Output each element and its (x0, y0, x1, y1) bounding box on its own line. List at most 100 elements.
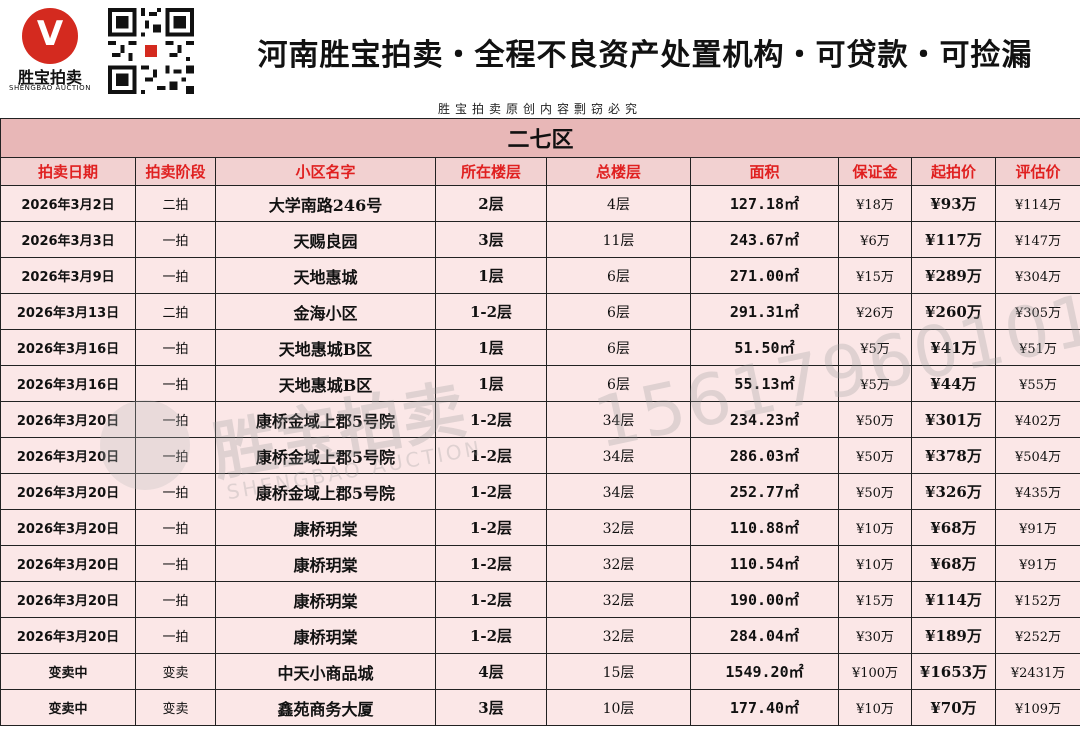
column-header-area: 面积 (690, 157, 839, 186)
cell-date: 2026年3月16日 (0, 365, 136, 402)
cell-floor: 1-2层 (435, 401, 547, 438)
cell-community-name: 康桥玥棠 (215, 545, 436, 582)
cell-appraisal: ¥252万 (994, 617, 1080, 654)
cell-floor: 3层 (435, 221, 547, 258)
cell-appraisal: ¥305万 (994, 293, 1080, 330)
cell-starting-price: ¥289万 (911, 257, 996, 294)
cell-appraisal: ¥51万 (994, 329, 1080, 366)
cell-appraisal: ¥109万 (994, 689, 1080, 726)
district-title: 二七区 (0, 118, 1080, 158)
cell-deposit: ¥100万 (838, 653, 912, 690)
table-row: 2026年3月16日 一拍 天地惠城B区 1层 6层 51.50㎡ ¥5万 ¥41万 ¥51万 (0, 329, 1080, 366)
district-row: 二七区 (0, 118, 1080, 158)
cell-stage: 一拍 (135, 545, 216, 582)
cell-date: 2026年3月16日 (0, 329, 136, 366)
cell-date: 变卖中 (0, 689, 136, 726)
table-row: 2026年3月3日 一拍 天赐良园 3层 11层 243.67㎡ ¥6万 ¥117万 ¥147万 (0, 221, 1080, 258)
cell-date: 2026年3月20日 (0, 545, 136, 582)
cell-date: 2026年3月20日 (0, 581, 136, 618)
cell-starting-price: ¥68万 (911, 509, 996, 546)
cell-stage: 一拍 (135, 509, 216, 546)
cell-deposit: ¥26万 (838, 293, 912, 330)
cell-starting-price: ¥189万 (911, 617, 996, 654)
column-header-deposit: 保证金 (838, 157, 912, 186)
cell-appraisal: ¥2431万 (994, 653, 1080, 690)
cell-stage: 一拍 (135, 401, 216, 438)
cell-stage: 一拍 (135, 221, 216, 258)
cell-total-floors: 34层 (546, 437, 691, 474)
column-header-starting-price: 起拍价 (911, 157, 996, 186)
column-header-stage: 拍卖阶段 (135, 157, 216, 186)
cell-floor: 4层 (435, 653, 547, 690)
cell-starting-price: ¥260万 (911, 293, 996, 330)
cell-community-name: 天赐良园 (215, 221, 436, 258)
cell-area: 55.13㎡ (690, 365, 839, 402)
cell-appraisal: ¥152万 (994, 581, 1080, 618)
cell-community-name: 康桥金域上郡5号院 (215, 401, 436, 438)
cell-starting-price: ¥114万 (911, 581, 996, 618)
cell-stage: 一拍 (135, 365, 216, 402)
cell-community-name: 康桥金域上郡5号院 (215, 473, 436, 510)
cell-starting-price: ¥117万 (911, 221, 996, 258)
table-row: 2026年3月20日 一拍 康桥玥棠 1-2层 32层 284.04㎡ ¥30万 ¥189万 ¥… (0, 617, 1080, 654)
cell-total-floors: 32层 (546, 545, 691, 582)
cell-total-floors: 6层 (546, 365, 691, 402)
cell-area: 190.00㎡ (690, 581, 839, 618)
cell-deposit: ¥18万 (838, 185, 912, 222)
cell-area: 284.04㎡ (690, 617, 839, 654)
cell-deposit: ¥50万 (838, 401, 912, 438)
cell-area: 1549.20㎡ (690, 653, 839, 690)
cell-total-floors: 32层 (546, 617, 691, 654)
page-header: V 胜宝拍卖 SHENGBAO AUCTION 河南胜宝拍卖・全程不良资产处置机… (0, 0, 1080, 100)
cell-total-floors: 6层 (546, 329, 691, 366)
cell-area: 234.23㎡ (690, 401, 839, 438)
cell-starting-price: ¥301万 (911, 401, 996, 438)
logo-english-text: SHENGBAO AUCTION (9, 84, 91, 92)
cell-deposit: ¥10万 (838, 689, 912, 726)
logo-emblem-icon: V (22, 8, 78, 64)
cell-deposit: ¥15万 (838, 257, 912, 294)
logo-text: 胜宝拍卖 (17, 68, 82, 87)
copyright-notice: 胜宝拍卖原创内容剽窃必究 (437, 102, 642, 116)
cell-community-name: 天地惠城 (215, 257, 436, 294)
cell-starting-price: ¥68万 (911, 545, 996, 582)
cell-deposit: ¥50万 (838, 437, 912, 474)
table-header-row: 拍卖日期 拍卖阶段 小区名字 所在楼层 总楼层 面积 保证金 起拍价 评估价 (0, 157, 1080, 186)
cell-deposit: ¥50万 (838, 473, 912, 510)
cell-floor: 1-2层 (435, 473, 547, 510)
cell-floor: 1-2层 (435, 581, 547, 618)
cell-total-floors: 34层 (546, 473, 691, 510)
cell-date: 2026年3月20日 (0, 509, 136, 546)
cell-community-name: 康桥玥棠 (215, 581, 436, 618)
cell-stage: 一拍 (135, 617, 216, 654)
cell-date: 2026年3月20日 (0, 437, 136, 474)
cell-floor: 3层 (435, 689, 547, 726)
cell-starting-price: ¥326万 (911, 473, 996, 510)
cell-starting-price: ¥93万 (911, 185, 996, 222)
cell-floor: 1-2层 (435, 545, 547, 582)
cell-date: 2026年3月2日 (0, 185, 136, 222)
cell-stage: 变卖 (135, 689, 216, 726)
cell-starting-price: ¥1653万 (911, 653, 996, 690)
table-row: 变卖中 变卖 鑫苑商务大厦 3层 10层 177.40㎡ ¥10万 ¥70万 ¥109万 (0, 689, 1080, 726)
column-header-name: 小区名字 (215, 157, 436, 186)
cell-appraisal: ¥435万 (994, 473, 1080, 510)
cell-date: 2026年3月20日 (0, 401, 136, 438)
company-logo: V 胜宝拍卖 SHENGBAO AUCTION (0, 0, 100, 100)
cell-appraisal: ¥402万 (994, 401, 1080, 438)
cell-date: 2026年3月20日 (0, 473, 136, 510)
cell-stage: 一拍 (135, 437, 216, 474)
cell-stage: 一拍 (135, 257, 216, 294)
cell-stage: 变卖 (135, 653, 216, 690)
cell-appraisal: ¥114万 (994, 185, 1080, 222)
page-title: 河南胜宝拍卖・全程不良资产处置机构・可贷款・可捡漏 (257, 38, 1033, 73)
cell-community-name: 中天小商品城 (215, 653, 436, 690)
table-row: 2026年3月9日 一拍 天地惠城 1层 6层 271.00㎡ ¥15万 ¥289万 ¥304万 (0, 257, 1080, 294)
table-row: 2026年3月2日 二拍 大学南路246号 2层 4层 127.18㎡ ¥18万 ¥93万 ¥1… (0, 185, 1080, 222)
cell-appraisal: ¥91万 (994, 509, 1080, 546)
cell-stage: 二拍 (135, 185, 216, 222)
cell-total-floors: 11层 (546, 221, 691, 258)
cell-floor: 1-2层 (435, 293, 547, 330)
cell-appraisal: ¥91万 (994, 545, 1080, 582)
table-row: 变卖中 变卖 中天小商品城 4层 15层 1549.20㎡ ¥100万 ¥1653万 ¥2431… (0, 653, 1080, 690)
